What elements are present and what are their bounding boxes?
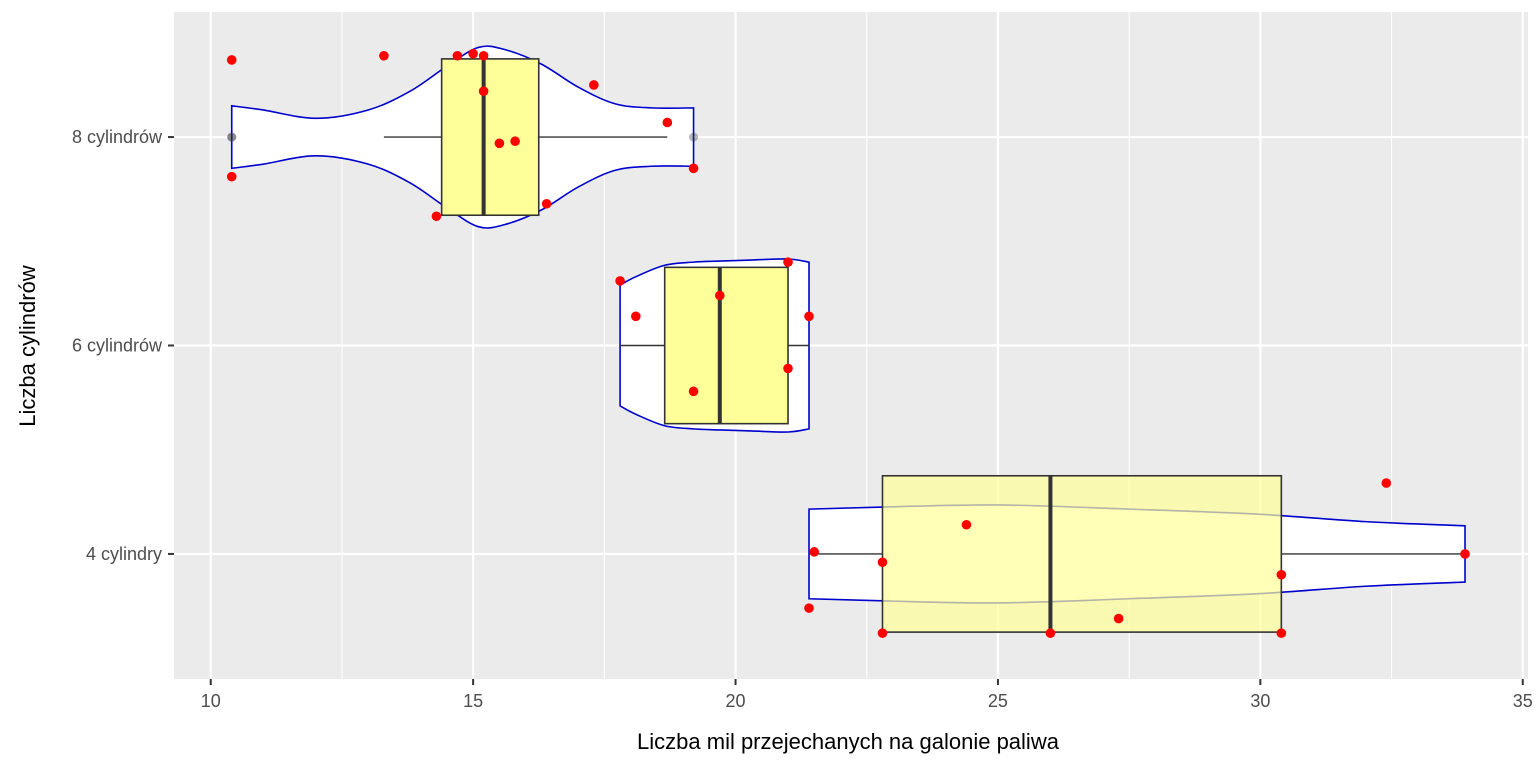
x-axis-title: Liczba mil przejechanych na galonie pali…: [637, 729, 1060, 754]
boxplots: [227, 58, 1466, 633]
data-point: [478, 50, 489, 61]
data-point: [494, 138, 505, 149]
x-tick-label: 30: [1250, 691, 1270, 711]
y-tick-label: 4 cylindry: [86, 544, 162, 564]
data-point: [589, 80, 599, 90]
data-point: [1276, 569, 1287, 580]
data-point: [877, 557, 888, 568]
data-point: [1113, 613, 1124, 624]
data-point: [510, 136, 520, 147]
data-point: [1460, 549, 1470, 559]
y-axis-title: Liczba cylindrów: [15, 265, 40, 427]
box-iqr: [881, 474, 1283, 633]
data-point: [615, 276, 625, 286]
box-iqr: [663, 266, 789, 425]
x-tick-label: 10: [201, 691, 221, 711]
data-point: [662, 117, 673, 128]
data-point: [688, 163, 699, 174]
x-tick-label: 35: [1513, 691, 1533, 711]
data-point: [431, 211, 442, 222]
data-point: [478, 86, 489, 97]
data-point: [961, 519, 972, 530]
data-point: [468, 48, 478, 59]
data-point: [541, 198, 552, 209]
data-point: [1381, 478, 1392, 488]
data-point: [783, 363, 793, 374]
data-point: [688, 386, 699, 397]
data-point: [452, 50, 463, 61]
box-iqr: [440, 58, 540, 217]
outlier-point: [227, 132, 237, 142]
outlier-point: [689, 132, 699, 142]
data-point: [226, 171, 237, 182]
y-tick-label: 6 cylindrów: [72, 336, 163, 356]
data-point: [877, 628, 888, 638]
data-point: [1276, 628, 1287, 638]
data-point: [631, 311, 641, 322]
x-tick-label: 20: [726, 691, 746, 711]
data-point: [1045, 628, 1056, 638]
data-point: [226, 55, 237, 65]
data-points: [226, 48, 1470, 638]
data-point: [809, 547, 820, 557]
data-point: [783, 257, 793, 267]
data-point: [379, 50, 389, 61]
data-point: [804, 603, 814, 613]
outlier-point: [227, 132, 237, 142]
x-tick-label: 15: [463, 691, 483, 711]
data-point: [804, 311, 814, 322]
y-tick-label: 8 cylindrów: [72, 127, 163, 147]
x-tick-label: 25: [988, 691, 1008, 711]
data-point: [714, 290, 725, 301]
axis-ticks: 10 15 20 25 30 35 4 cylindry 6 cylindrów 8 cylin…: [72, 127, 1533, 711]
